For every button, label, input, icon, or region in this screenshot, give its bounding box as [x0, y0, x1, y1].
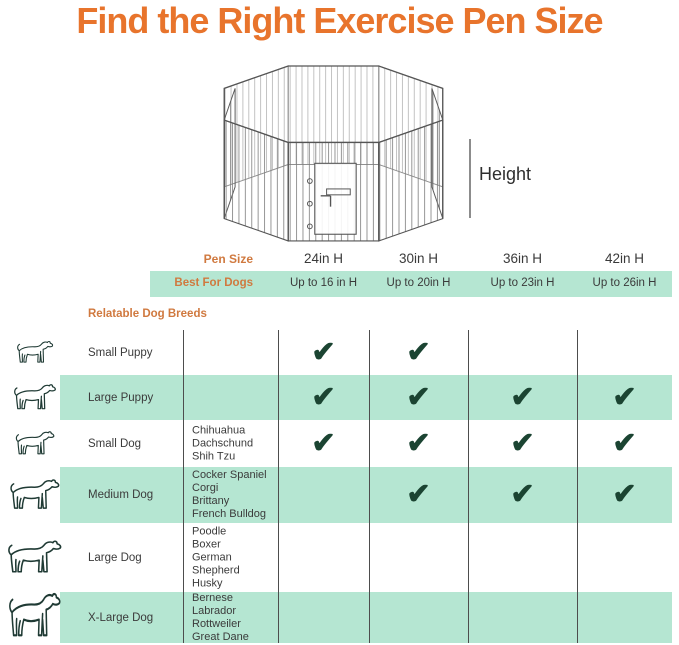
- best-for-value-36in: Up to 23in H: [490, 277, 555, 289]
- row-breeds: Chihuahua Dachschund Shih Tzu: [192, 424, 254, 462]
- checkmark-icon: ✔: [406, 478, 431, 511]
- column-divider: [278, 330, 279, 643]
- best-for-value-24in: Up to 16 in H: [289, 277, 358, 289]
- small-dog-icon: [15, 431, 55, 455]
- pen-door-icon: [307, 162, 357, 235]
- checkmark-icon: ✔: [510, 381, 535, 413]
- row-highlight: [60, 592, 672, 643]
- table-row-medium-dog: Medium Dog Cocker Spaniel Corgi Brittany…: [0, 467, 679, 523]
- relatable-breeds-heading: Relatable Dog Breeds: [88, 308, 207, 320]
- large-dog-icon: [8, 540, 62, 573]
- checkmark-icon: ✔: [406, 381, 431, 413]
- row-label: Small Dog: [88, 437, 142, 450]
- column-header-36in: 36in H: [502, 251, 543, 266]
- column-divider: [183, 330, 184, 643]
- row-breeds: Cocker Spaniel Corgi Brittany French Bul…: [192, 469, 267, 520]
- checkmark-icon: ✔: [612, 381, 637, 413]
- column-divider: [468, 330, 469, 643]
- x-large-dog-icon: [9, 592, 61, 637]
- table-row-small-dog: Small Dog Chihuahua Dachschund Shih Tzu …: [0, 420, 679, 467]
- medium-dog-icon: [10, 479, 60, 509]
- table-row-x-large-dog: X-Large Dog Bernese Labrador Rottweiler …: [0, 592, 679, 643]
- checkmark-icon: ✔: [510, 478, 535, 511]
- checkmark-icon: ✔: [612, 478, 637, 511]
- checkmark-icon: ✔: [510, 427, 535, 459]
- large-puppy-icon: [14, 384, 56, 410]
- row-label: Large Puppy: [88, 391, 154, 404]
- row-label: Small Puppy: [88, 346, 153, 359]
- checkmark-icon: ✔: [406, 336, 431, 368]
- column-divider: [577, 330, 578, 643]
- height-indicator-line: [469, 139, 471, 218]
- height-label: Height: [479, 164, 532, 184]
- checkmark-icon: ✔: [406, 427, 431, 459]
- column-header-30in: 30in H: [398, 251, 439, 266]
- checkmark-icon: ✔: [311, 336, 336, 368]
- best-for-value-42in: Up to 26in H: [592, 277, 657, 289]
- pen-size-row-label: Pen Size: [203, 252, 253, 266]
- small-puppy-icon: [17, 340, 54, 363]
- table-row-large-puppy: Large Puppy ✔ ✔ ✔ ✔: [0, 375, 679, 420]
- column-divider: [369, 330, 370, 643]
- table-row-small-puppy: Small Puppy ✔ ✔: [0, 330, 679, 375]
- row-breeds: Poodle Boxer German Shepherd Husky: [192, 525, 240, 589]
- page-title: Find the Right Exercise Pen Size: [76, 0, 603, 41]
- best-for-dogs-band: [150, 271, 672, 297]
- row-highlight: [60, 375, 672, 420]
- row-label: Medium Dog: [88, 489, 154, 501]
- checkmark-icon: ✔: [612, 427, 637, 459]
- table-row-large-dog: Large Dog Poodle Boxer German Shepherd H…: [0, 523, 679, 592]
- column-header-42in: 42in H: [604, 251, 645, 266]
- column-header-24in: 24in H: [303, 251, 344, 266]
- row-breeds: Bernese Labrador Rottweiler Great Dane: [192, 591, 249, 643]
- checkmark-icon: ✔: [311, 381, 336, 413]
- exercise-pen-illustration: [207, 53, 460, 250]
- row-highlight: [60, 467, 672, 523]
- row-label: X-Large Dog: [88, 611, 154, 624]
- best-for-dogs-row-label: Best For Dogs: [174, 277, 253, 289]
- checkmark-icon: ✔: [311, 427, 336, 459]
- row-label: Large Dog: [88, 551, 142, 564]
- best-for-value-30in: Up to 20in H: [386, 277, 451, 289]
- wire-exercise-pen-octagon-icon: [223, 65, 444, 242]
